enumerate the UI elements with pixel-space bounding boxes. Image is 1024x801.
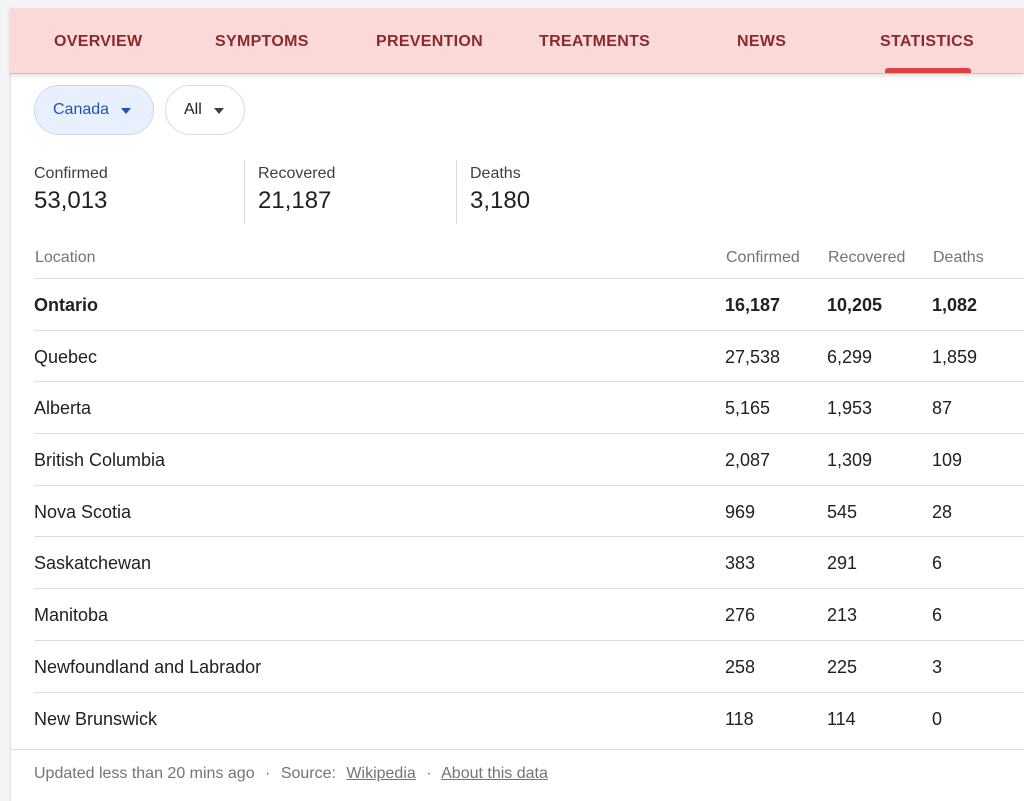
tab-news[interactable]: NEWS xyxy=(737,33,787,50)
row-deaths: 3 xyxy=(932,656,943,677)
row-deaths: 109 xyxy=(932,450,963,471)
source-link-wikipedia[interactable]: Wikipedia xyxy=(346,765,416,782)
footer-separator: · xyxy=(426,765,432,782)
row-location: Saskatchewan xyxy=(34,553,152,574)
tab-bar: OVERVIEW SYMPTOMS PREVENTION TREATMENTS … xyxy=(10,8,1024,74)
row-confirmed: 16,187 xyxy=(725,295,781,315)
table-row[interactable]: Nova Scotia 969 545 28 xyxy=(34,486,1024,538)
row-recovered: 291 xyxy=(827,553,858,574)
row-location: Manitoba xyxy=(34,605,109,626)
active-tab-indicator xyxy=(885,68,971,73)
summary-recovered-value: 21,187 xyxy=(258,187,332,214)
summary-confirmed-label: Confirmed xyxy=(34,165,108,182)
row-recovered: 6,299 xyxy=(827,346,873,367)
table-row[interactable]: Ontario 16,187 10,205 1,082 xyxy=(34,279,1024,331)
row-location: Quebec xyxy=(34,346,98,367)
location-table: Location Confirmed Recovered Deaths Onta… xyxy=(34,233,1024,744)
row-recovered: 114 xyxy=(827,708,856,729)
row-deaths: 6 xyxy=(932,605,943,626)
source-label: Source: xyxy=(280,765,336,782)
tab-statistics[interactable]: STATISTICS xyxy=(880,33,974,50)
row-location: Alberta xyxy=(34,398,92,419)
row-deaths: 1,859 xyxy=(932,346,978,367)
row-confirmed: 5,165 xyxy=(725,398,771,419)
footer-separator: · xyxy=(265,765,271,782)
table-row[interactable]: Newfoundland and Labrador 258 225 3 xyxy=(34,641,1024,693)
footer-attribution: Updated less than 20 mins ago · Source: … xyxy=(11,749,1024,799)
updated-text: Updated less than 20 mins ago xyxy=(34,765,255,782)
tab-overview[interactable]: OVERVIEW xyxy=(54,33,143,50)
tab-symptoms[interactable]: SYMPTOMS xyxy=(215,33,309,50)
row-confirmed: 258 xyxy=(725,656,756,677)
row-recovered: 10,205 xyxy=(827,295,883,315)
row-recovered: 225 xyxy=(827,656,858,677)
tab-prevention[interactable]: PREVENTION xyxy=(376,33,484,50)
header-recovered[interactable]: Recovered xyxy=(828,249,906,266)
summary-recovered-label: Recovered xyxy=(258,165,336,182)
row-deaths: 0 xyxy=(932,708,943,729)
row-deaths: 28 xyxy=(932,501,953,522)
header-confirmed[interactable]: Confirmed xyxy=(726,249,800,266)
region-filter-selector[interactable]: All xyxy=(165,85,245,135)
table-row[interactable]: New Brunswick 118 114 0 xyxy=(34,693,1024,745)
tab-treatments[interactable]: TREATMENTS xyxy=(539,33,651,50)
region-filter-label: All xyxy=(184,101,202,118)
row-location: New Brunswick xyxy=(34,708,158,729)
row-confirmed: 969 xyxy=(725,501,756,522)
summary-deaths-label: Deaths xyxy=(470,165,521,182)
table-row[interactable]: Saskatchewan 383 291 6 xyxy=(34,537,1024,590)
row-location: British Columbia xyxy=(34,450,166,471)
table-header: Location Confirmed Recovered Deaths xyxy=(34,233,1024,279)
table-row[interactable]: British Columbia 2,087 1,309 109 xyxy=(34,434,1024,486)
table-row[interactable]: Manitoba 276 213 6 xyxy=(34,589,1024,641)
row-confirmed: 383 xyxy=(725,553,756,574)
country-selector-label: Canada xyxy=(53,101,110,118)
row-deaths: 87 xyxy=(932,398,953,419)
row-recovered: 213 xyxy=(827,605,858,626)
table-row[interactable]: Alberta 5,165 1,953 87 xyxy=(34,382,1024,435)
country-selector[interactable]: Canada xyxy=(34,85,154,135)
row-deaths: 1,082 xyxy=(932,295,978,315)
row-confirmed: 118 xyxy=(725,708,754,729)
header-deaths[interactable]: Deaths xyxy=(933,249,984,266)
row-confirmed: 2,087 xyxy=(725,450,771,471)
about-this-data-link[interactable]: About this data xyxy=(441,765,548,782)
caret-down-icon xyxy=(213,107,224,114)
row-location: Newfoundland and Labrador xyxy=(34,656,262,677)
summary-deaths-value: 3,180 xyxy=(470,187,531,214)
caret-down-icon xyxy=(121,107,132,114)
summary-deaths: Deaths 3,180 xyxy=(456,160,656,224)
summary-confirmed-value: 53,013 xyxy=(34,187,108,214)
summary-confirmed: Confirmed 53,013 xyxy=(21,160,245,224)
row-recovered: 545 xyxy=(827,501,858,522)
row-recovered: 1,309 xyxy=(827,450,873,471)
header-location[interactable]: Location xyxy=(35,249,96,266)
summary-stats: Confirmed 53,013 Recovered 21,187 Deaths… xyxy=(11,160,1024,224)
table-row[interactable]: Quebec 27,538 6,299 1,859 xyxy=(34,331,1024,383)
row-location: Ontario xyxy=(34,295,99,315)
row-deaths: 6 xyxy=(932,553,943,574)
row-confirmed: 27,538 xyxy=(725,346,781,367)
summary-recovered: Recovered 21,187 xyxy=(244,160,456,224)
row-recovered: 1,953 xyxy=(827,398,873,419)
row-location: Nova Scotia xyxy=(34,501,132,522)
row-confirmed: 276 xyxy=(725,605,756,626)
statistics-card: Canada All Confirmed 53,013 Recovered 21… xyxy=(10,74,1024,801)
